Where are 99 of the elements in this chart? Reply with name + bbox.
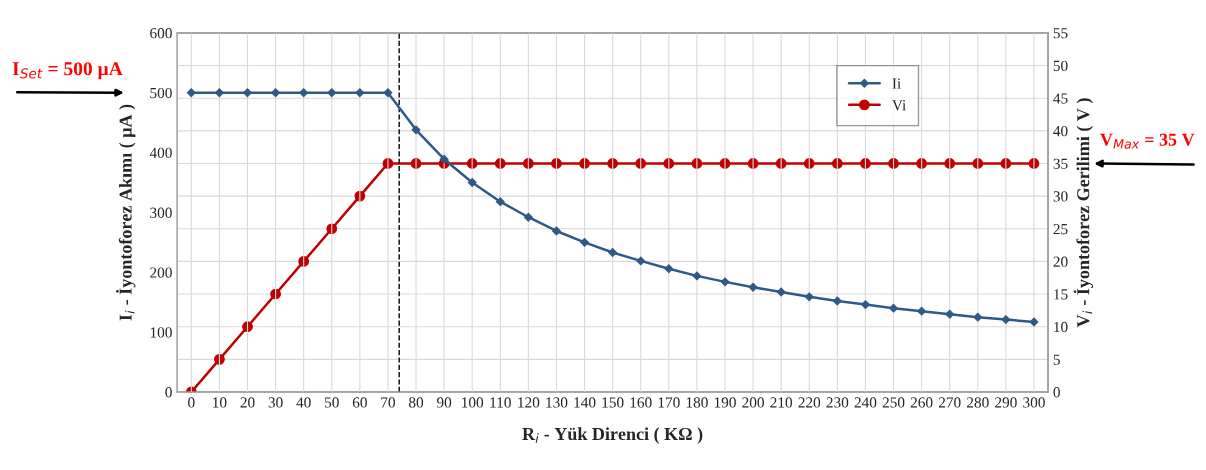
x-tick-label: 150 [602, 397, 624, 408]
point [1001, 315, 1011, 325]
x-tick-label: 220 [798, 397, 821, 408]
point [720, 277, 730, 287]
x-tick-label: 180 [686, 397, 708, 408]
point [271, 88, 281, 98]
x-tick-label: 120 [518, 397, 540, 408]
point [916, 158, 927, 169]
y2-tick-label: 45 [1053, 93, 1068, 104]
point [860, 300, 870, 310]
point [917, 306, 927, 316]
text: V$_{Max}$ = 35 V [1100, 133, 1195, 149]
x-tick-label: 160 [630, 397, 652, 408]
point [383, 88, 393, 98]
point [860, 158, 871, 169]
point [664, 264, 674, 274]
point [973, 312, 983, 322]
point [327, 88, 337, 98]
x-tick-label: 140 [574, 397, 596, 408]
point [523, 212, 533, 222]
y2-tick-label: 40 [1053, 125, 1068, 137]
x-tick-label: 240 [854, 397, 877, 408]
point [580, 237, 590, 247]
x-tick-label: 70 [381, 397, 395, 408]
y2-tick-label: 20 [1053, 256, 1068, 267]
x-tick-label: 50 [325, 397, 339, 408]
point [243, 88, 252, 98]
point [888, 158, 899, 169]
y2-tick-label: 25 [1053, 223, 1068, 235]
x-tick-label: 280 [967, 397, 989, 408]
y-tick-label: 300 [150, 207, 172, 218]
legend-label: Ii [892, 78, 901, 89]
point [495, 197, 505, 207]
x-tick-label: 40 [296, 397, 311, 408]
x-tick-label: 260 [910, 397, 933, 408]
y-tick-label: 0 [165, 387, 172, 398]
point [355, 88, 365, 98]
y-tick-label: 600 [150, 28, 172, 39]
x-tick-label: 60 [352, 397, 367, 408]
point [579, 158, 590, 169]
point [298, 256, 310, 267]
y-tick-label: 500 [150, 87, 172, 99]
x-tick-label: 190 [714, 397, 736, 408]
point [831, 158, 843, 169]
x-tick-label: 130 [546, 397, 568, 408]
y2-tick-label: 10 [1054, 321, 1068, 333]
point [411, 125, 421, 135]
y-tick-label: 400 [149, 147, 172, 159]
x-tick-label: 30 [268, 397, 283, 408]
point [748, 282, 758, 292]
text: I$_{Set}$ = 500 µA [12, 62, 123, 80]
x-tick-label: 300 [1023, 397, 1045, 408]
x-tick-label: 100 [462, 397, 484, 408]
point [551, 158, 562, 169]
point [889, 303, 898, 313]
point [1029, 317, 1039, 327]
point [523, 158, 534, 169]
y-tick-label: 100 [150, 327, 172, 338]
y2-tick-label: 5 [1053, 354, 1060, 365]
point [242, 321, 253, 333]
point [692, 271, 702, 281]
y2-tick-label: 0 [1053, 387, 1060, 398]
y2-tick-label: 50 [1053, 60, 1068, 71]
x-tick-label: 290 [995, 397, 1017, 408]
point [832, 296, 842, 306]
y2-tick-label: 35 [1053, 158, 1068, 169]
y2-tick-label: 55 [1053, 28, 1068, 39]
point [552, 226, 561, 236]
point [186, 88, 196, 98]
x-tick-label: 20 [240, 397, 255, 408]
y2-tick-label: 15 [1054, 289, 1068, 300]
legend-label: Vi [892, 100, 906, 111]
x-axis-title: R$_{i}$ - Yük Direnci ( KΩ ) [522, 427, 703, 444]
point [467, 178, 477, 187]
x-tick-label: 90 [436, 397, 452, 408]
x-tick-label: 0 [188, 397, 195, 408]
y-axis-title: I$_{i}$ - İyontoforez Akımı ( µA ) [116, 104, 136, 321]
point [214, 88, 224, 98]
point [776, 287, 786, 297]
point [214, 353, 225, 365]
x-tick-label: 10 [213, 397, 227, 408]
point [607, 158, 619, 169]
x-tick-label: 200 [742, 397, 764, 408]
point [945, 309, 955, 319]
x-tick-label: 270 [938, 397, 961, 408]
x-tick-label: 230 [826, 397, 849, 408]
point [804, 292, 814, 302]
point [439, 154, 449, 164]
y-tick-label: 200 [150, 267, 172, 278]
point [608, 248, 618, 257]
y2-tick-label: 30 [1053, 191, 1068, 202]
x-tick-label: 80 [408, 397, 424, 408]
x-tick-label: 170 [658, 397, 680, 408]
x-tick-label: 250 [882, 397, 905, 408]
x-tick-label: 210 [770, 397, 793, 408]
point [636, 256, 646, 266]
y2-axis-title: V$_{i}$ - İyontoforez Gerilimi ( V ) [1073, 98, 1094, 328]
point [299, 88, 309, 98]
x-tick-label: 110 [490, 397, 511, 408]
